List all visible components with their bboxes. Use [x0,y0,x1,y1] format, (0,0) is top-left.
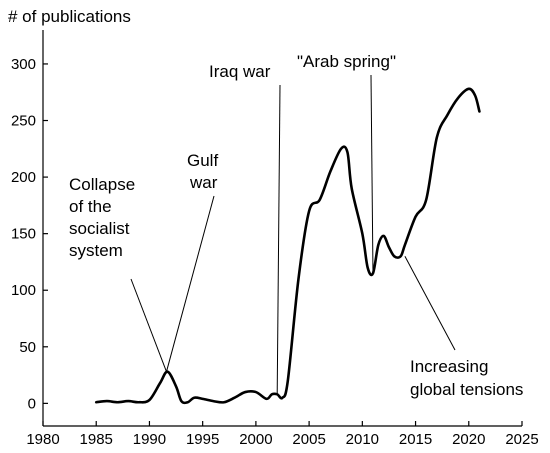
annotation-collapse: Collapse of the socialist system [69,175,167,372]
annotation-tensions: Increasing global tensions [404,256,523,399]
x-tick-label: 2025 [505,431,538,448]
annotation-tensions-leader [404,256,456,351]
annotation-tensions-text: Increasing global tensions [410,357,523,399]
annotation-collapse-leader [130,278,167,372]
annotations: Collapse of the socialist system Gulf war Ir… [69,52,523,399]
x-tick-label: 2020 [452,431,485,448]
y-tick-label: 100 [11,282,36,299]
annotation-arab-text: "Arab spring" [297,52,396,71]
y-tick-label: 0 [28,395,36,412]
annotation-arab: "Arab spring" [297,52,396,274]
annotation-iraq-leader [276,84,281,396]
x-tick-label: 1980 [26,431,59,448]
y-axis-label: # of publications [8,7,131,26]
x-tick-label: 2000 [239,431,272,448]
y-tick-label: 300 [11,56,36,73]
x-tick-label: 2015 [399,431,432,448]
annotation-iraq: Iraq war [209,62,281,396]
x-tick-label: 1990 [133,431,166,448]
annotation-gulf: Gulf war [165,151,218,372]
annotation-gulf-text: Gulf war [187,151,218,192]
annotation-collapse-text: Collapse of the socialist system [69,175,135,260]
x-tick-label: 2010 [346,431,379,448]
y-tick-label: 200 [11,169,36,186]
y-tick-label: 150 [11,226,36,243]
y-tick-label: 250 [11,113,36,130]
series-layer [94,87,481,405]
annotation-gulf-leader [165,195,215,372]
x-axis: 1980 1985 1990 1995 2000 2005 2010 2015 2020 2025 [26,421,539,448]
x-tick-label: 1995 [186,431,219,448]
y-tick-label: 50 [19,339,36,356]
annotation-arab-leader [370,74,374,274]
series-line-0 [94,87,481,405]
annotation-iraq-text: Iraq war [209,62,271,81]
x-tick-label: 2005 [292,431,325,448]
x-tick-label: 1985 [80,431,113,448]
y-axis: 0 50 100 150 200 250 300 [11,30,48,426]
